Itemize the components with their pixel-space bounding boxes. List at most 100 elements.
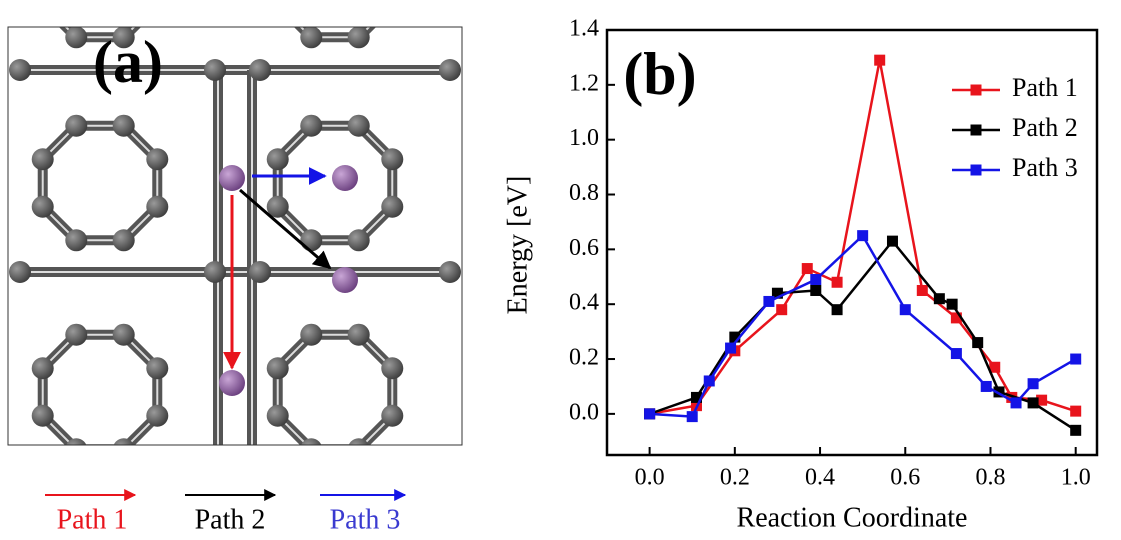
point — [810, 274, 821, 285]
c-atom — [348, 115, 370, 137]
li-atom — [332, 165, 358, 191]
c-atom — [300, 115, 322, 137]
c-atom — [204, 59, 226, 81]
point — [934, 293, 945, 304]
legend-marker — [971, 125, 982, 136]
c-atom — [348, 26, 370, 48]
figure: (a) Path 1 Path 2 Path 3 (b) Reaction Co… — [0, 0, 1121, 540]
point — [1028, 397, 1039, 408]
c-atom — [439, 59, 461, 81]
point — [687, 411, 698, 422]
page: (a) Path 1 Path 2 Path 3 (b) Reaction Co… — [0, 0, 1121, 540]
point — [725, 343, 736, 354]
point — [857, 230, 868, 241]
c-atom — [146, 148, 168, 170]
point — [1070, 354, 1081, 365]
c-atom — [146, 405, 168, 427]
c-atom — [9, 59, 31, 81]
c-atom — [381, 196, 403, 218]
c-atom — [300, 438, 322, 460]
path-label: Path 2 — [195, 504, 266, 535]
path-label: Path 3 — [330, 504, 401, 535]
y-tick-label: 0.4 — [569, 290, 599, 316]
legend-label: Path 1 — [1012, 73, 1078, 102]
c-atom — [113, 229, 135, 251]
point — [900, 304, 911, 315]
x-tick-label: 0.2 — [720, 465, 750, 491]
c-atom — [32, 148, 54, 170]
c-atom — [204, 261, 226, 283]
x-tick-label: 0.6 — [890, 465, 920, 491]
c-atom — [300, 324, 322, 346]
point — [763, 296, 774, 307]
c-atom — [146, 0, 168, 15]
c-atom — [348, 229, 370, 251]
point — [947, 299, 958, 310]
point — [832, 277, 843, 288]
point — [776, 304, 787, 315]
point — [917, 285, 928, 296]
point — [1028, 378, 1039, 389]
legend-label: Path 3 — [1012, 153, 1078, 182]
c-atom — [113, 438, 135, 460]
c-atom — [65, 324, 87, 346]
point — [972, 337, 983, 348]
y-tick-label: 0.0 — [569, 399, 599, 425]
point — [810, 285, 821, 296]
x-axis-label: Reaction Coordinate — [737, 502, 968, 533]
y-tick-label: 0.8 — [569, 180, 599, 206]
point — [951, 348, 962, 359]
y-axis-label: Energy [eV] — [502, 176, 533, 315]
path-label: Path 1 — [57, 504, 128, 535]
c-atom — [65, 229, 87, 251]
c-atom — [267, 357, 289, 379]
y-tick-label: 0.2 — [569, 345, 599, 371]
c-atom — [381, 357, 403, 379]
panel-label: (a) — [93, 29, 163, 95]
li-atom — [219, 370, 245, 396]
c-atom — [300, 26, 322, 48]
c-atom — [113, 115, 135, 137]
x-tick-label: 0.0 — [635, 465, 665, 491]
c-atom — [381, 405, 403, 427]
c-atom — [249, 59, 271, 81]
x-tick-label: 0.4 — [805, 465, 835, 491]
c-atom — [9, 261, 31, 283]
c-atom — [348, 438, 370, 460]
y-tick-label: 1.2 — [569, 70, 599, 96]
y-tick-label: 1.4 — [569, 16, 599, 42]
point — [1011, 397, 1022, 408]
c-atom — [267, 0, 289, 15]
series-line — [650, 236, 1076, 417]
x-tick-label: 1.0 — [1061, 465, 1091, 491]
point — [887, 236, 898, 247]
c-atom — [300, 229, 322, 251]
c-atom — [32, 357, 54, 379]
c-atom — [65, 115, 87, 137]
c-atom — [113, 324, 135, 346]
c-atom — [249, 261, 271, 283]
c-atom — [267, 405, 289, 427]
point — [644, 408, 655, 419]
c-atom — [146, 196, 168, 218]
c-atom — [32, 405, 54, 427]
point — [981, 381, 992, 392]
c-atom — [267, 148, 289, 170]
c-atom — [439, 261, 461, 283]
x-tick-label: 0.8 — [975, 465, 1005, 491]
c-atom — [348, 324, 370, 346]
li-atom — [332, 267, 358, 293]
li-atom — [219, 165, 245, 191]
c-atom — [32, 196, 54, 218]
c-atom — [146, 357, 168, 379]
legend-marker — [971, 165, 982, 176]
y-tick-label: 1.0 — [569, 125, 599, 151]
c-atom — [381, 0, 403, 15]
point — [1070, 406, 1081, 417]
c-atom — [65, 438, 87, 460]
y-tick-label: 0.6 — [569, 235, 599, 261]
point — [704, 375, 715, 386]
c-atom — [381, 148, 403, 170]
legend-marker — [971, 85, 982, 96]
point — [832, 304, 843, 315]
